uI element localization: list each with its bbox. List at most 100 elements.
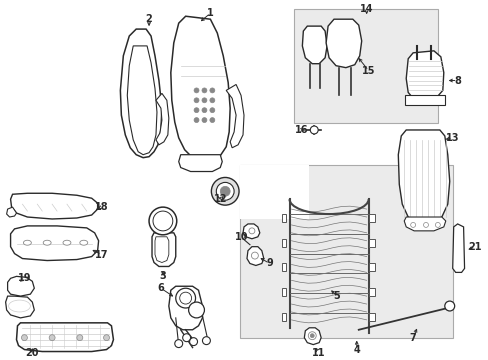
Circle shape [310, 334, 314, 338]
Circle shape [149, 207, 176, 235]
Polygon shape [155, 237, 168, 262]
Polygon shape [120, 29, 162, 158]
Polygon shape [156, 93, 168, 145]
Polygon shape [7, 207, 17, 217]
FancyBboxPatch shape [240, 165, 308, 219]
Polygon shape [368, 288, 374, 296]
Text: 21: 21 [468, 242, 481, 252]
Ellipse shape [63, 240, 71, 245]
Polygon shape [6, 296, 34, 318]
Circle shape [175, 288, 195, 308]
Ellipse shape [43, 240, 51, 245]
Circle shape [434, 222, 439, 228]
Text: 13: 13 [445, 133, 459, 143]
Circle shape [410, 222, 415, 228]
Circle shape [202, 118, 206, 122]
Polygon shape [8, 276, 34, 296]
Text: 6: 6 [157, 283, 164, 293]
Circle shape [307, 332, 316, 339]
Text: 11: 11 [312, 347, 325, 357]
Circle shape [194, 118, 199, 122]
Text: 2: 2 [145, 14, 152, 24]
Circle shape [180, 292, 191, 304]
Polygon shape [168, 286, 202, 330]
FancyBboxPatch shape [240, 165, 452, 338]
Circle shape [310, 126, 318, 134]
Polygon shape [127, 46, 157, 155]
Circle shape [209, 108, 214, 113]
Circle shape [49, 335, 55, 341]
Polygon shape [404, 217, 445, 231]
Circle shape [220, 186, 230, 196]
Polygon shape [11, 226, 99, 261]
Text: 5: 5 [333, 291, 340, 301]
Polygon shape [281, 214, 285, 222]
Circle shape [248, 228, 254, 234]
Polygon shape [406, 51, 443, 100]
Circle shape [202, 88, 206, 93]
Circle shape [444, 301, 454, 311]
Polygon shape [243, 224, 259, 239]
Polygon shape [398, 130, 449, 223]
Text: 19: 19 [18, 273, 31, 283]
Polygon shape [226, 85, 244, 148]
Text: 17: 17 [95, 249, 108, 260]
Ellipse shape [9, 300, 30, 312]
Text: 15: 15 [361, 66, 375, 76]
Text: 20: 20 [25, 347, 39, 357]
Circle shape [251, 252, 258, 259]
Polygon shape [304, 328, 321, 345]
Polygon shape [281, 313, 285, 321]
Circle shape [188, 302, 204, 318]
Circle shape [209, 88, 214, 93]
Circle shape [153, 211, 172, 231]
Circle shape [202, 337, 210, 345]
Ellipse shape [80, 240, 87, 245]
Polygon shape [325, 19, 361, 68]
Circle shape [183, 334, 190, 342]
Circle shape [21, 335, 27, 341]
Text: 14: 14 [359, 4, 373, 14]
Text: 16: 16 [294, 125, 307, 135]
Text: 8: 8 [453, 76, 460, 86]
Text: 12: 12 [213, 194, 226, 204]
Circle shape [103, 335, 109, 341]
Circle shape [189, 338, 197, 346]
Circle shape [216, 183, 234, 200]
Circle shape [423, 222, 427, 228]
Polygon shape [152, 233, 175, 266]
Text: 10: 10 [235, 232, 248, 242]
Text: 7: 7 [409, 333, 416, 343]
Polygon shape [178, 155, 222, 171]
Polygon shape [368, 239, 374, 247]
Polygon shape [368, 214, 374, 222]
Circle shape [209, 118, 214, 122]
Polygon shape [17, 323, 113, 351]
Text: 1: 1 [206, 8, 213, 18]
Polygon shape [246, 247, 263, 265]
Polygon shape [11, 193, 98, 219]
Polygon shape [281, 239, 285, 247]
Circle shape [202, 108, 206, 113]
Text: 4: 4 [353, 345, 359, 355]
Text: 18: 18 [95, 202, 108, 212]
Polygon shape [368, 264, 374, 271]
Polygon shape [452, 224, 464, 273]
Circle shape [194, 108, 199, 113]
Circle shape [211, 177, 239, 205]
Polygon shape [281, 288, 285, 296]
Text: 9: 9 [266, 258, 272, 269]
FancyBboxPatch shape [294, 9, 437, 123]
Polygon shape [302, 26, 326, 64]
Circle shape [209, 98, 214, 103]
Polygon shape [368, 313, 374, 321]
Text: 3: 3 [159, 271, 166, 282]
Circle shape [202, 98, 206, 103]
Circle shape [174, 339, 183, 347]
Ellipse shape [23, 240, 31, 245]
Polygon shape [405, 95, 444, 105]
Polygon shape [281, 264, 285, 271]
Circle shape [194, 98, 199, 103]
Circle shape [77, 335, 82, 341]
Circle shape [194, 88, 199, 93]
